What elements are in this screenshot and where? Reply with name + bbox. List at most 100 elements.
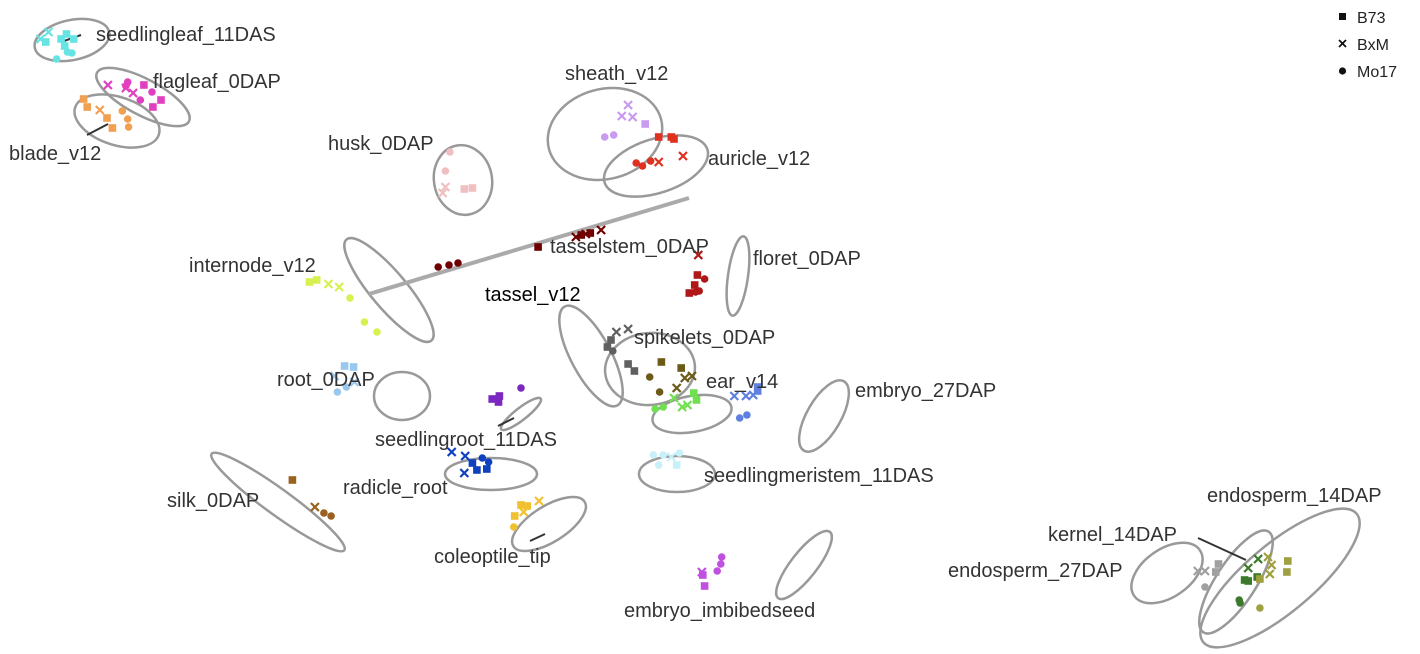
point-seedlingleaf_11DAS-1 (57, 35, 65, 43)
ellipse-coleoptile_tip (510, 495, 588, 553)
point-tassel_v12-3 (603, 343, 612, 351)
point-floret_0DAP-1 (693, 271, 702, 279)
point-spikelets_0DAP-2 (645, 373, 654, 381)
point-internode_v12-3 (334, 282, 344, 292)
point-internode_v12-5 (360, 318, 369, 326)
label-floret_0DAP: floret_0DAP (753, 248, 861, 270)
point-auricle_v12-6 (638, 162, 647, 170)
label-kernel_14DAP: kernel_14DAP (1048, 524, 1177, 546)
point-endosperm_27DAP-2 (1200, 566, 1210, 576)
point-seedlingmeristem_11DAS-1 (659, 451, 667, 459)
point-auricle_v12-2 (670, 135, 678, 143)
leader-seedlingroot_11DAS (497, 417, 515, 427)
point-auricle_v12-4 (653, 157, 664, 167)
point-internode_v12-4 (346, 294, 354, 302)
point-floret_0DAP-3 (700, 275, 709, 283)
point-embryo_27DAP-0 (753, 383, 762, 391)
point-coleoptile_tip-4 (510, 512, 519, 520)
point-embryo_imbibedseed-1 (717, 560, 725, 568)
point-seedlingmeristem_11DAS-5 (672, 461, 681, 469)
point-seedlingmeristem_11DAS-2 (666, 452, 677, 462)
point-seedlingleaf_11DAS-9 (35, 34, 46, 44)
point-silk_0DAP-3 (327, 512, 335, 520)
point-sheath_v12-5 (609, 131, 618, 139)
point-tassel_v12-1 (611, 327, 622, 337)
point-husk_0DAP-3 (437, 188, 448, 198)
ellipse-seedlingroot_11DAS (499, 396, 543, 432)
ellipse-endosperm_27DAP (1130, 541, 1204, 605)
point-silk_0DAP-1 (310, 502, 320, 512)
label-auricle_v12: auricle_v12 (708, 148, 810, 170)
label-embryo_27DAP: embryo_27DAP (855, 380, 996, 402)
point-embryo_27DAP-3 (741, 391, 751, 401)
point-embryo_imbibedseed-3 (699, 571, 707, 579)
point-seedlingleaf_11DAS-3 (69, 35, 78, 43)
ellipse-root_0DAP (372, 370, 432, 422)
point-endosperm_27DAP-1 (1212, 568, 1220, 576)
point-flagleaf_0DAP-9 (149, 103, 157, 111)
point-tassel_v12-0 (623, 324, 633, 334)
label-coleoptile_tip: coleoptile_tip (434, 546, 551, 568)
point-tasselstem_0DAP-5 (577, 231, 586, 239)
point-embryo_27DAP-1 (753, 387, 762, 395)
label-endosperm_14DAP: endosperm_14DAP (1207, 485, 1382, 507)
point-floret_0DAP-0 (693, 250, 704, 260)
point-radicle_root-4 (484, 458, 493, 466)
point-seedlingleaf_11DAS-6 (52, 55, 61, 63)
point-embryo_imbibedseed-4 (700, 582, 709, 590)
point-radicle_root-2 (478, 454, 487, 462)
point-tasselstem_0DAP-8 (434, 263, 443, 271)
point-floret_0DAP-6 (685, 289, 694, 297)
ellipse-seedlingmeristem_11DAS (637, 454, 717, 494)
point-seedlingroot_11DAS-1 (495, 392, 504, 400)
point-coleoptile_tip-0 (534, 496, 544, 506)
point-flagleaf_0DAP-3 (123, 78, 132, 86)
point-blade_v12-1 (83, 103, 91, 111)
ellipse-sheath_v12 (546, 86, 664, 182)
point-auricle_v12-7 (646, 157, 655, 165)
point-seedlingroot_11DAS-0 (488, 395, 496, 403)
group-ellipses (33, 17, 1361, 649)
point-spikelets_0DAP-3 (680, 373, 690, 383)
point-embryo_imbibedseed-0 (717, 553, 726, 561)
point-floret_0DAP-5 (695, 287, 703, 295)
label-silk_0DAP: silk_0DAP (167, 490, 259, 512)
point-endosperm_14DAP-6 (1256, 604, 1264, 612)
point-spikelets_0DAP-6 (655, 388, 664, 396)
label-spikelets_0DAP: spikelets_0DAP (634, 327, 775, 349)
ellipse-silk_0DAP (209, 451, 347, 553)
label-endosperm_27DAP: endosperm_27DAP (948, 560, 1123, 582)
label-tasselstem_0DAP: tasselstem_0DAP (550, 236, 709, 258)
point-seedlingroot_11DAS-2 (517, 384, 525, 392)
point-kernel_14DAP-6 (1235, 596, 1243, 604)
ellipse-radicle_root (443, 456, 539, 492)
point-sheath_v12-2 (627, 112, 638, 122)
legend-cross-icon (1338, 39, 1347, 48)
point-spikelets_0DAP-0 (657, 358, 666, 366)
ellipse-auricle_v12 (602, 134, 710, 198)
point-flagleaf_0DAP-5 (157, 96, 165, 104)
point-blade_v12-4 (108, 124, 117, 132)
label-ear_v14: ear_v14 (706, 371, 778, 393)
point-flagleaf_0DAP-8 (136, 96, 145, 104)
label-tassel_v12: tassel_v12 (485, 284, 581, 306)
legend-circle-icon (1338, 67, 1347, 75)
point-endosperm_27DAP-0 (1214, 560, 1223, 568)
label-leader-lines (63, 34, 1247, 561)
leader-coleoptile_tip (529, 533, 546, 542)
tasselstem-trend-line (368, 196, 690, 296)
point-coleoptile_tip-2 (523, 502, 532, 510)
point-sheath_v12-3 (641, 120, 649, 128)
point-spikelets_0DAP-4 (687, 371, 697, 381)
point-blade_v12-3 (103, 114, 111, 122)
point-ear_v14-2 (669, 393, 679, 403)
point-ear_v14-0 (690, 389, 698, 397)
point-internode_v12-2 (323, 279, 334, 289)
point-sheath_v12-0 (623, 100, 633, 110)
label-embryo_imbibedseed: embryo_imbibedseed (624, 600, 815, 622)
legend: B73 BxM Mo17 (1338, 10, 1397, 81)
point-husk_0DAP-1 (441, 167, 450, 175)
point-seedlingleaf_11DAS-0 (43, 27, 54, 37)
point-ear_v14-4 (682, 400, 693, 410)
point-embryo_27DAP-2 (729, 391, 740, 401)
